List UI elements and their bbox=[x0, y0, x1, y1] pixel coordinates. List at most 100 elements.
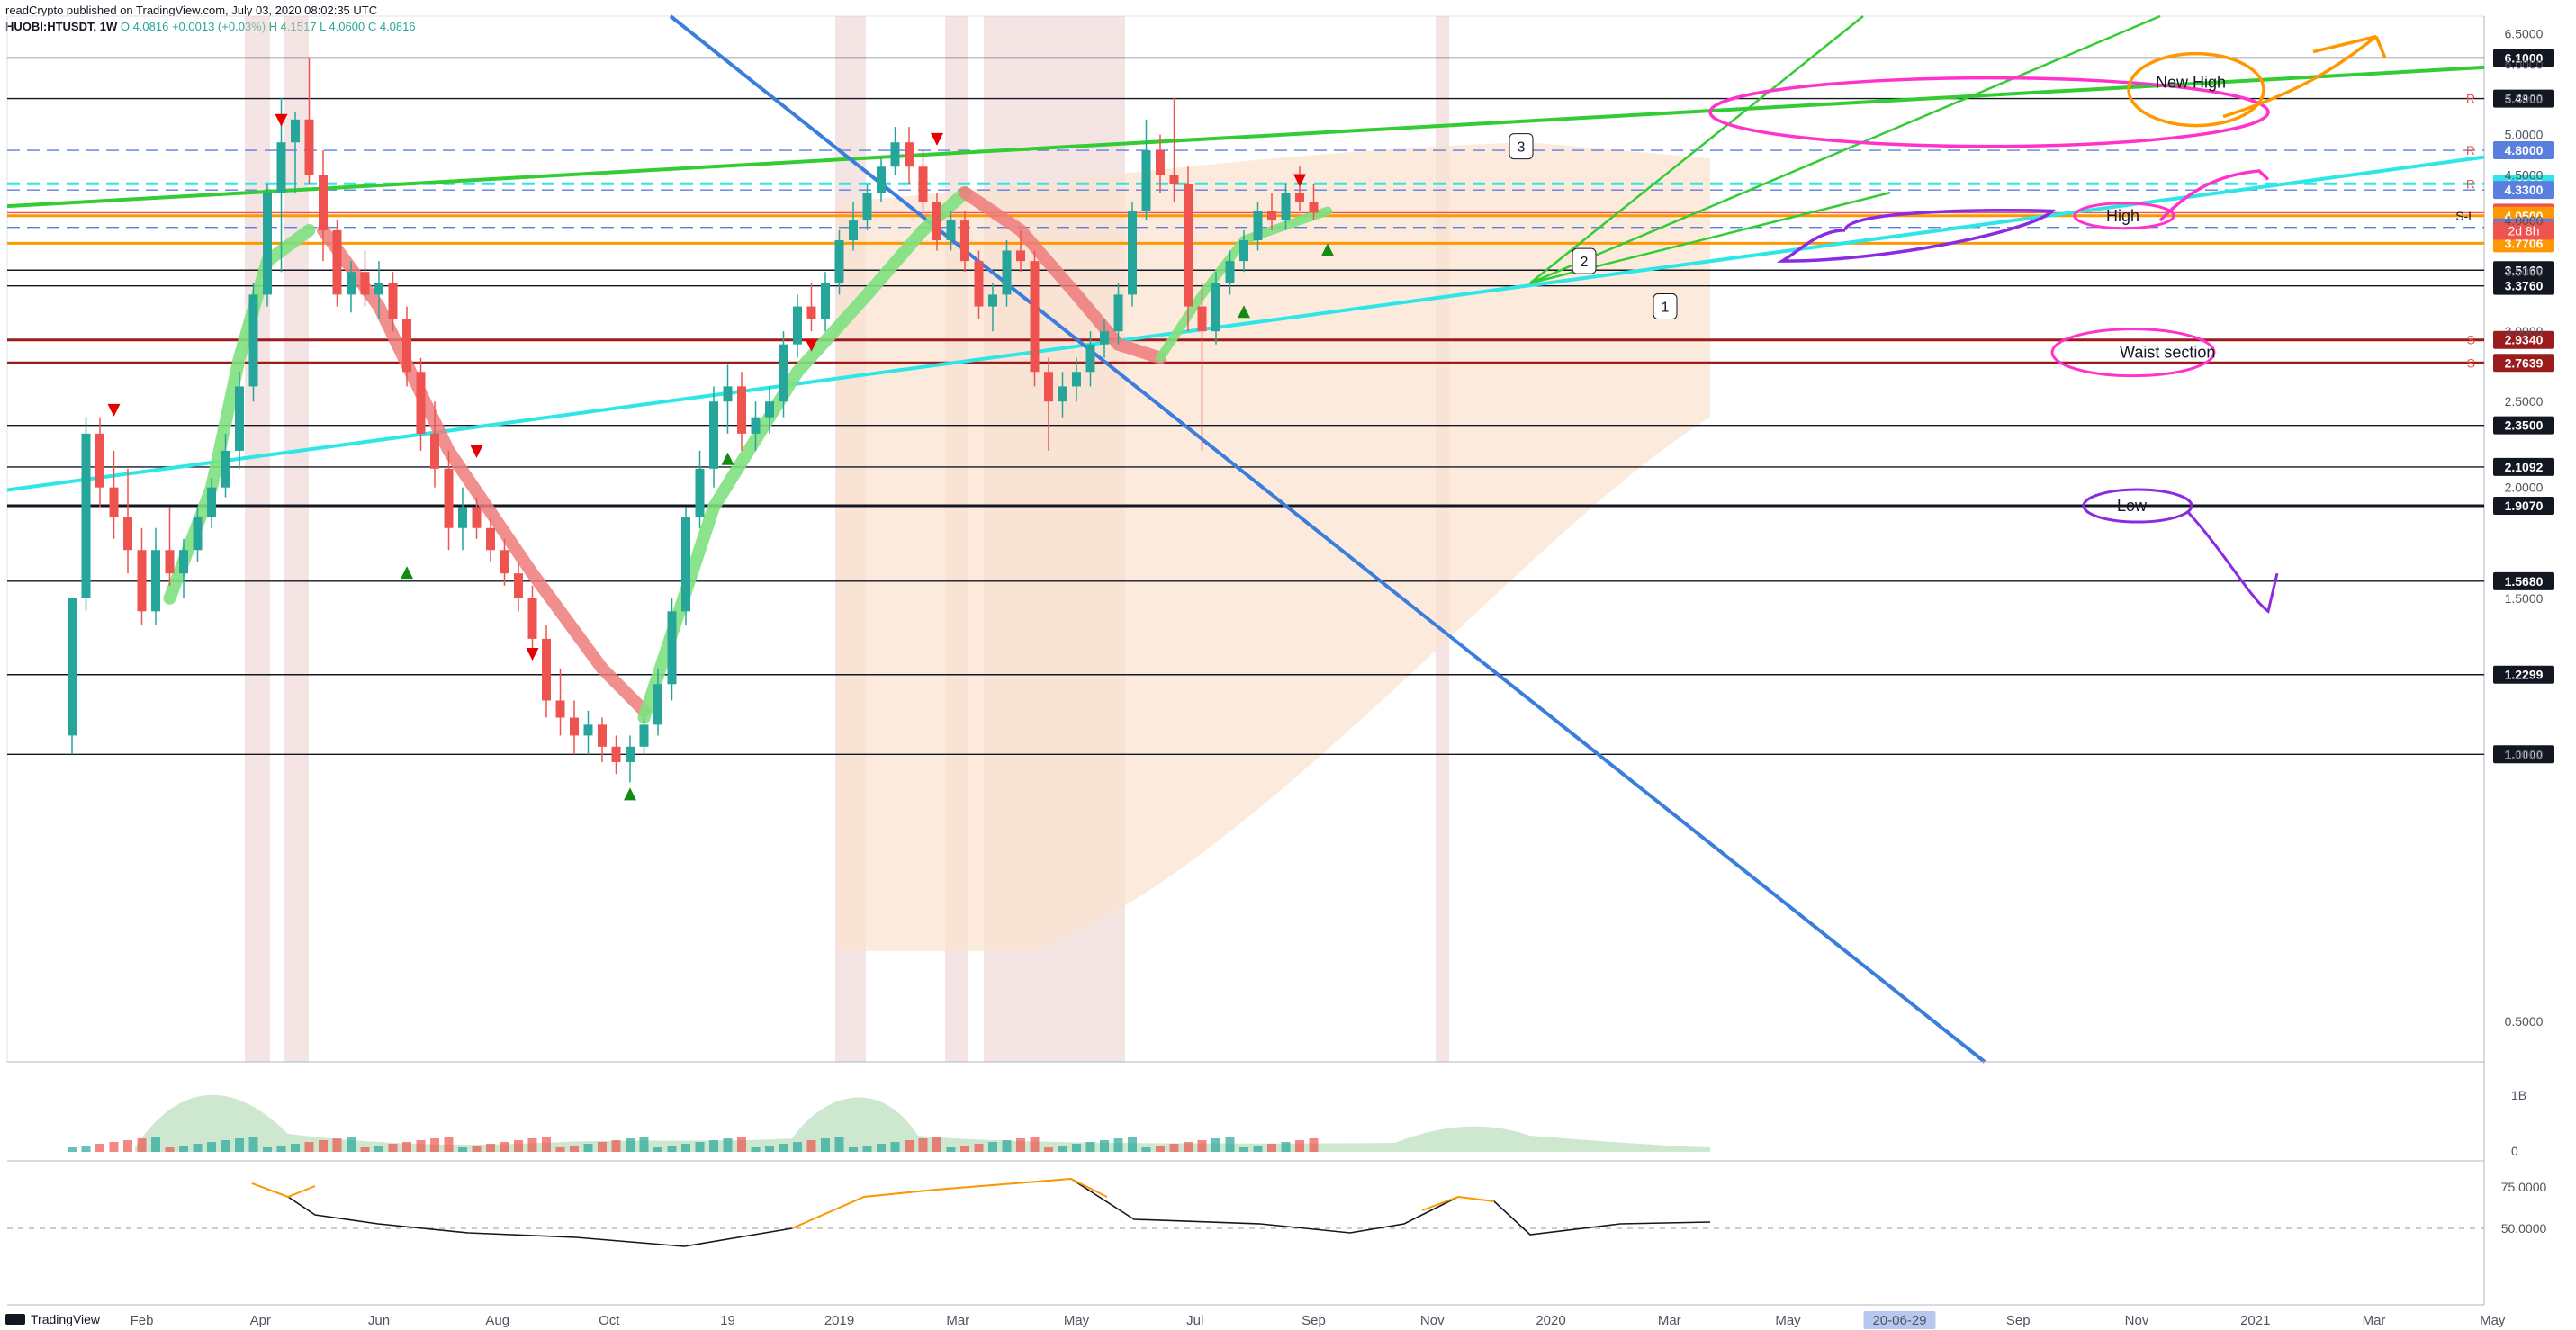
x-tick-label: Apr bbox=[250, 1313, 271, 1328]
candle-body bbox=[402, 319, 411, 373]
candle bbox=[1156, 134, 1165, 193]
level-price-badge bbox=[2493, 457, 2554, 476]
candle bbox=[1281, 184, 1291, 230]
level-price-badge bbox=[2493, 354, 2554, 373]
candle-body bbox=[723, 386, 733, 402]
candle-body bbox=[681, 517, 690, 612]
candle bbox=[751, 401, 761, 451]
candle-body bbox=[667, 611, 677, 685]
volume-bar bbox=[430, 1138, 439, 1152]
countdown-label: 2d 8h bbox=[2508, 223, 2539, 238]
candle-body bbox=[583, 724, 593, 736]
candle bbox=[416, 357, 426, 451]
candle bbox=[68, 598, 77, 755]
volume-bar bbox=[109, 1142, 119, 1152]
candle-body bbox=[1295, 193, 1304, 202]
candle-body bbox=[974, 261, 984, 307]
callout-box bbox=[1572, 247, 1597, 274]
level-price-label: 6.1000 bbox=[2505, 50, 2544, 65]
forecast-cloud bbox=[837, 142, 1710, 951]
candle-body bbox=[555, 700, 565, 718]
x-tick-label: May bbox=[2480, 1313, 2506, 1328]
volume-bar bbox=[932, 1137, 941, 1152]
level-price-label: 2.3500 bbox=[2505, 418, 2544, 433]
x-tick-label: Aug bbox=[485, 1313, 509, 1328]
candle bbox=[779, 331, 788, 418]
green-trendline bbox=[6, 65, 2485, 209]
volume-bar bbox=[1253, 1146, 1263, 1152]
x-tick-label: Jul bbox=[1186, 1313, 1203, 1328]
y-tick-label: 2.0000 bbox=[2505, 481, 2544, 495]
x-tick-label: Mar bbox=[1658, 1313, 1681, 1328]
candle-body bbox=[193, 517, 203, 551]
candle-body bbox=[626, 746, 635, 762]
volume-bar bbox=[193, 1144, 203, 1152]
fan-line-mid bbox=[1529, 14, 2161, 284]
candle bbox=[332, 220, 342, 307]
ma-red-band-1 bbox=[317, 223, 651, 717]
candle-body bbox=[542, 638, 551, 701]
volume-bar bbox=[695, 1142, 705, 1152]
candle bbox=[486, 517, 495, 562]
volume-bar bbox=[905, 1140, 914, 1152]
candle-body bbox=[1100, 331, 1109, 345]
ohlc-low: L 4.0600 bbox=[320, 20, 365, 33]
candle-body bbox=[123, 517, 132, 551]
candle-body bbox=[179, 550, 188, 574]
candle-body bbox=[1253, 211, 1263, 241]
buy-signal-triangle-icon bbox=[1238, 305, 1250, 319]
volume-bar bbox=[81, 1146, 91, 1152]
volume-bar bbox=[527, 1138, 537, 1152]
candle-body bbox=[347, 272, 356, 295]
candle bbox=[765, 386, 774, 434]
candle-body bbox=[1239, 240, 1248, 262]
volume-bar bbox=[806, 1140, 816, 1152]
sell-signal-triangle-icon bbox=[805, 338, 818, 352]
volume-bar bbox=[402, 1142, 411, 1152]
candle-body bbox=[374, 283, 383, 295]
level-price-label: 3.3760 bbox=[2505, 279, 2544, 293]
candle bbox=[500, 538, 509, 586]
y-tick-label: 5.5000 bbox=[2505, 91, 2544, 105]
candle-body bbox=[151, 550, 160, 612]
symbol-label: HUOBI:HTUSDT, 1W bbox=[5, 20, 118, 33]
volume-bar bbox=[68, 1147, 77, 1152]
candle-body bbox=[68, 598, 77, 736]
candle bbox=[1225, 250, 1235, 295]
y-tick-label: 6.0000 bbox=[2505, 58, 2544, 72]
volume-bar bbox=[221, 1140, 230, 1152]
candle-body bbox=[304, 119, 314, 175]
x-tick-label: Nov bbox=[1420, 1313, 1445, 1328]
volume-bar bbox=[555, 1147, 565, 1152]
candle-body bbox=[221, 450, 230, 488]
volume-bar bbox=[500, 1142, 509, 1152]
candle bbox=[918, 150, 928, 211]
level-price-label: 2.9340 bbox=[2505, 333, 2544, 347]
candle bbox=[667, 598, 677, 701]
candle bbox=[374, 261, 383, 319]
candle bbox=[681, 507, 690, 625]
y-tick-label: 0.5000 bbox=[2505, 1014, 2544, 1029]
candle bbox=[1002, 240, 1012, 307]
x-tick-label: Mar bbox=[946, 1313, 969, 1328]
candle bbox=[165, 507, 175, 586]
candle bbox=[360, 250, 370, 307]
candle-body bbox=[416, 372, 426, 434]
candle-body bbox=[946, 220, 956, 241]
level-price-badge bbox=[2493, 49, 2554, 67]
candle bbox=[555, 668, 565, 736]
volume-bar bbox=[946, 1147, 956, 1152]
x-tick-label: Oct bbox=[599, 1313, 620, 1328]
volume-bar bbox=[444, 1137, 454, 1152]
level-price-label: 4.3300 bbox=[2505, 183, 2544, 197]
candle-body bbox=[276, 142, 286, 193]
volume-bar bbox=[1239, 1147, 1248, 1152]
candle-body bbox=[793, 306, 802, 345]
y-tick-label: 3.5000 bbox=[2505, 265, 2544, 279]
candle bbox=[514, 562, 523, 612]
volume-bar bbox=[95, 1144, 104, 1152]
candle bbox=[695, 450, 705, 528]
level-price-badge bbox=[2493, 665, 2554, 684]
volume-bar bbox=[472, 1146, 482, 1152]
